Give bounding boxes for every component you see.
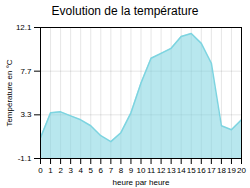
svg-text:8: 8 (119, 166, 124, 175)
svg-text:19: 19 (227, 166, 236, 175)
svg-text:0: 0 (38, 166, 43, 175)
svg-text:heure par heure: heure par heure (113, 178, 170, 187)
svg-text:2: 2 (58, 166, 63, 175)
svg-text:Température en °C: Température en °C (5, 59, 14, 126)
svg-text:5: 5 (89, 166, 94, 175)
svg-text:3: 3 (68, 166, 73, 175)
svg-text:6: 6 (99, 166, 104, 175)
svg-text:-1.1: -1.1 (18, 154, 32, 163)
svg-text:11: 11 (147, 166, 156, 175)
svg-text:7.7: 7.7 (20, 67, 32, 76)
svg-text:12: 12 (157, 166, 166, 175)
svg-text:17: 17 (207, 166, 216, 175)
svg-text:4: 4 (78, 166, 83, 175)
svg-text:12.1: 12.1 (16, 23, 32, 32)
svg-text:9: 9 (129, 166, 134, 175)
svg-text:3.3: 3.3 (20, 110, 32, 119)
svg-text:10: 10 (137, 166, 146, 175)
svg-text:18: 18 (217, 166, 226, 175)
svg-text:13: 13 (167, 166, 176, 175)
svg-text:15: 15 (187, 166, 196, 175)
svg-text:20: 20 (237, 166, 246, 175)
html-text:Evolution de la température: Evolution de la température (51, 4, 199, 18)
svg-text:1: 1 (48, 166, 53, 175)
svg-text:16: 16 (197, 166, 206, 175)
svg-text:7: 7 (109, 166, 114, 175)
svg-text:14: 14 (177, 166, 186, 175)
